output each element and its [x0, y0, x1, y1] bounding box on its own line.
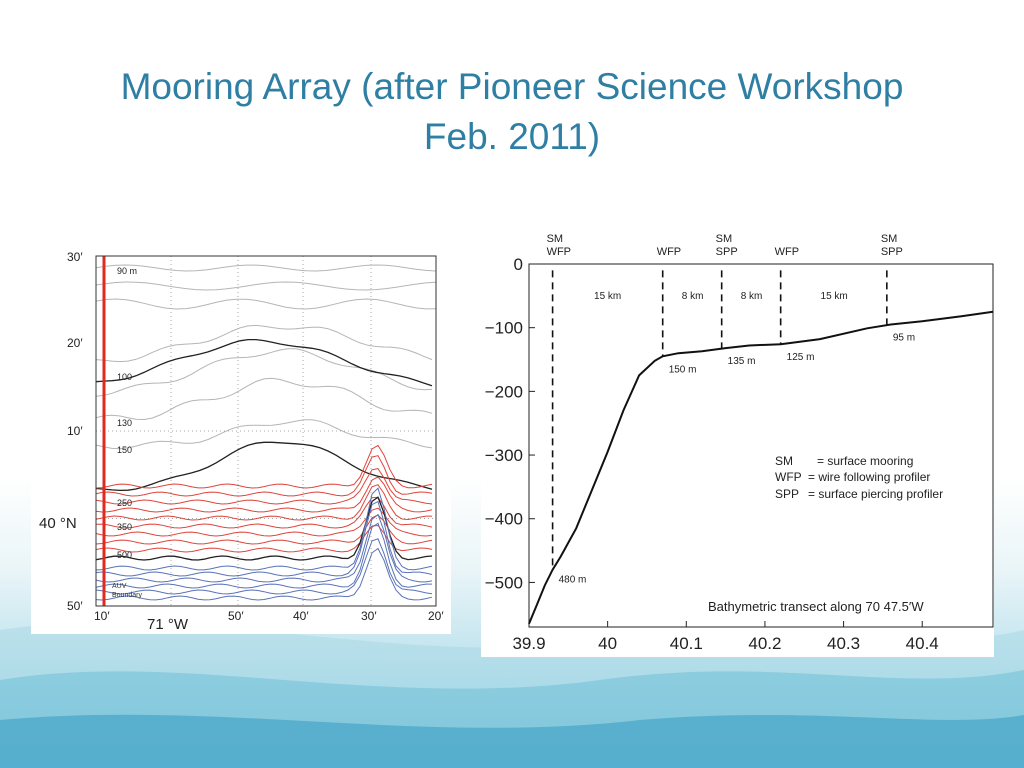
contour-label-100: 100 — [117, 372, 132, 382]
contour-label-350: 350 — [117, 522, 132, 532]
contour-blue-5 — [95, 547, 433, 601]
contour-label-130: 130 — [117, 418, 132, 428]
contour-blue-0 — [95, 487, 433, 571]
contour-label-500: 500 — [117, 550, 132, 560]
mooring-map-chart: 30′ 20′ 10′ 40 °N 50′ 10′ 50′ 40′ 30′ 20… — [39, 250, 444, 694]
contour-blue-1 — [95, 500, 433, 577]
legend-text-sm: = surface mooring — [817, 454, 913, 468]
map-frame — [95, 255, 437, 607]
contour-blue-3 — [95, 522, 432, 589]
bathymetry-chart: 0 −100 −200 −300 −400 −500 39.9 40 40.1 40.2 40.3 4… — [485, 233, 994, 653]
map-xtick-50: 50′ — [228, 609, 244, 623]
y-tick-label-3: −300 — [485, 446, 523, 465]
map-ytick-50: 50′ — [67, 599, 83, 613]
contour-red-4 — [95, 484, 432, 521]
site-label-3-0: WFP — [775, 246, 799, 258]
site-label-0-0: SM — [547, 233, 564, 245]
contour-label-250: 250 — [117, 498, 132, 508]
map-contours — [95, 264, 437, 601]
map-grid — [96, 256, 436, 694]
bathymetry-title: Bathymetric transect along 70 47.5′W — [708, 599, 924, 614]
legend-abbr-sm: SM — [775, 454, 793, 468]
background-wave — [0, 622, 1024, 768]
contour-red-8 — [95, 524, 433, 553]
map-ytick-20: 20′ — [67, 336, 83, 350]
spacing-label-1: 8 km — [682, 291, 704, 302]
mooring-map-panel: 30′ 20′ 10′ 40 °N 50′ 10′ 50′ 40′ 30′ 20… — [31, 246, 451, 694]
spacing-label-0: 15 km — [594, 291, 621, 302]
legend-text-wfp: = wire following profiler — [808, 470, 930, 484]
contour-red-1 — [95, 455, 433, 497]
map-ylabel: 40 °N — [39, 515, 77, 532]
contour-black-1 — [95, 441, 433, 492]
site-depth-label-0: 480 m — [559, 575, 587, 586]
y-tick-label-0: 0 — [514, 255, 523, 274]
site-label-4-0: SM — [881, 233, 898, 245]
contour-blue-2 — [95, 513, 433, 583]
site-depth-label-1: 150 m — [669, 364, 697, 375]
legend-text-spp: = surface piercing profiler — [808, 487, 943, 501]
map-xlabel: 71 °W — [147, 616, 189, 633]
bathymetry-ticks: 0 −100 −200 −300 −400 −500 39.9 40 40.1 40.2 40.3 4… — [485, 255, 939, 653]
y-tick-label-1: −100 — [485, 319, 523, 338]
contour-gray-1 — [95, 281, 437, 291]
contour-gray-5 — [95, 377, 433, 421]
slide-title-line-2: Feb. 2011) — [423, 116, 601, 157]
auv-boundary-label-line-2: Boundary — [112, 592, 142, 599]
x-tick-label-4: 40.3 — [827, 634, 860, 653]
x-tick-label-3: 40.2 — [748, 634, 781, 653]
map-xtick-10: 10′ — [94, 609, 110, 623]
site-label-1-0: WFP — [657, 246, 681, 258]
x-tick-label-1: 40 — [598, 634, 617, 653]
contour-red-5 — [95, 496, 433, 529]
contour-gray-4 — [95, 348, 433, 397]
contour-red-6 — [95, 507, 433, 537]
contour-label-150: 150 — [117, 445, 132, 455]
contour-black-2 — [95, 496, 433, 561]
slide-title-line-1: Mooring Array (after Pioneer Science Wor… — [120, 66, 904, 107]
map-xtick-20: 20′ — [428, 609, 444, 623]
site-depth-label-3: 125 m — [787, 352, 815, 363]
legend-abbr-spp: SPP — [775, 487, 799, 501]
x-tick-label-5: 40.4 — [906, 634, 939, 653]
site-label-4-1: SPP — [881, 246, 903, 258]
contour-gray-0 — [95, 264, 437, 272]
contour-red-0 — [95, 444, 433, 489]
y-tick-label-2: −200 — [485, 382, 523, 401]
site-label-2-1: SPP — [716, 246, 738, 258]
y-tick-label-5: −500 — [485, 573, 523, 592]
map-ytick-30: 30′ — [67, 250, 83, 264]
contour-label-90: 90 m — [117, 266, 137, 276]
map-xtick-40: 40′ — [293, 609, 309, 623]
spacing-label-2: 8 km — [741, 291, 763, 302]
map-xtick-30: 30′ — [361, 609, 377, 623]
bathymetry-legend: SM = surface mooring WFP = wire followin… — [775, 454, 943, 501]
site-label-0-1: WFP — [547, 246, 571, 258]
site-label-2-0: SM — [716, 233, 733, 245]
y-tick-label-4: −400 — [485, 510, 523, 529]
x-tick-label-2: 40.1 — [670, 634, 703, 653]
legend-abbr-wfp: WFP — [775, 470, 802, 484]
contour-gray-6 — [95, 419, 433, 450]
bathymetry-frame — [528, 263, 994, 628]
site-depth-label-2: 135 m — [728, 356, 756, 367]
contour-gray-2 — [95, 298, 437, 310]
contour-gray-3 — [95, 324, 433, 363]
spacing-label-3: 15 km — [821, 291, 848, 302]
contour-red-3 — [95, 476, 433, 513]
contour-blue-4 — [95, 538, 433, 595]
depth-profile-line — [528, 310, 994, 625]
slide-title: Mooring Array (after Pioneer Science Wor… — [60, 62, 964, 162]
contour-red-2 — [95, 468, 433, 505]
site-spacings: 15 km 8 km 8 km 15 km — [594, 291, 848, 302]
x-tick-label-0: 39.9 — [512, 634, 545, 653]
auv-boundary-label-line-1: AUV — [112, 583, 127, 590]
bathymetry-panel: 0 −100 −200 −300 −400 −500 39.9 40 40.1 40.2 40.3 4… — [481, 225, 994, 657]
map-ytick-10: 10′ — [67, 424, 83, 438]
contour-black-0 — [95, 338, 433, 387]
site-depth-label-4: 95 m — [893, 333, 915, 344]
